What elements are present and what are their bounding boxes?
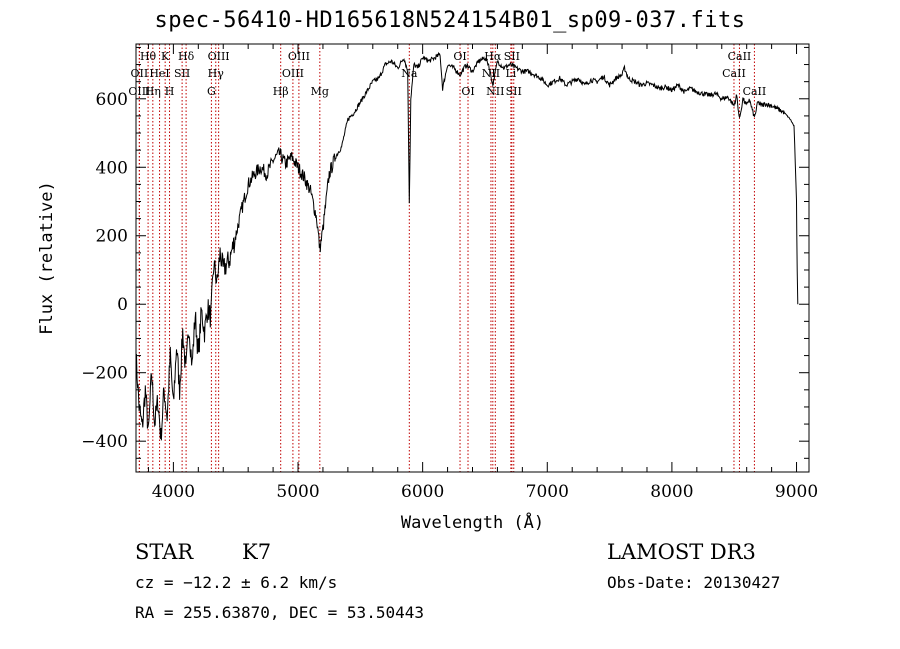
line-marker-label: NII: [486, 85, 504, 98]
x-tick-label: 5000: [276, 482, 319, 502]
y-tick-label: 0: [117, 295, 128, 315]
x-tick-label: 7000: [526, 482, 569, 502]
x-tick-label: 6000: [401, 482, 444, 502]
line-marker-label: Hγ: [208, 67, 225, 80]
line-marker-label: HeI: [149, 67, 169, 80]
line-marker-label: SII: [174, 67, 190, 80]
line-marker-label: Hδ: [178, 50, 195, 63]
object-subclass: K7: [242, 540, 272, 564]
x-tick-label: 8000: [650, 482, 693, 502]
line-marker-label: G: [207, 85, 216, 98]
object-class: STAR: [135, 540, 194, 564]
y-axis-label: Flux (relative): [37, 181, 57, 335]
line-marker-label: Li: [505, 67, 516, 80]
line-marker-label: SII: [506, 85, 522, 98]
line-marker-label: CaII: [743, 85, 767, 98]
y-tick-label: 200: [96, 227, 128, 247]
observation-date: Obs-Date: 20130427: [607, 573, 781, 592]
coordinates-readout: RA = 255.63870, DEC = 53.50443: [135, 603, 424, 622]
line-marker-label: SII: [504, 50, 520, 63]
y-tick-label: 600: [96, 90, 128, 110]
line-marker-label: OIII: [282, 67, 304, 80]
line-marker-label: K: [161, 50, 170, 63]
y-tick-label: −200: [81, 364, 128, 384]
x-axis-label: Wavelength (Å): [401, 511, 544, 533]
line-marker-label: Hη: [145, 85, 161, 98]
line-marker-label: Hβ: [273, 85, 289, 98]
x-tick-label: 9000: [775, 482, 818, 502]
y-tick-label: 400: [96, 158, 128, 178]
line-marker-label: H: [165, 85, 175, 98]
line-marker-label: OIII: [128, 85, 150, 98]
line-marker-label: Hθ: [140, 50, 157, 63]
x-tick-label: 4000: [152, 482, 195, 502]
line-marker-label: OII: [131, 67, 149, 80]
line-marker-label: CaII: [728, 50, 752, 63]
spectrum-line: [135, 51, 799, 441]
line-marker-label: OI: [453, 50, 466, 63]
line-marker-label: CaII: [722, 67, 746, 80]
survey-name: LAMOST DR3: [607, 540, 756, 564]
redshift-readout: cz = −12.2 ± 6.2 km/s: [135, 573, 338, 592]
line-marker-label: Mg: [311, 85, 329, 98]
line-marker-label: OIII: [288, 50, 310, 63]
chart-title: spec-56410-HD165618N524154B01_sp09-037.f…: [154, 8, 746, 33]
line-marker-label: OI: [461, 85, 474, 98]
plot-frame: [135, 43, 810, 473]
line-marker-label: Na: [401, 67, 418, 80]
y-tick-label: −400: [81, 432, 128, 452]
line-marker-label: OIII: [208, 50, 230, 63]
line-marker-label: Hα: [484, 50, 502, 63]
